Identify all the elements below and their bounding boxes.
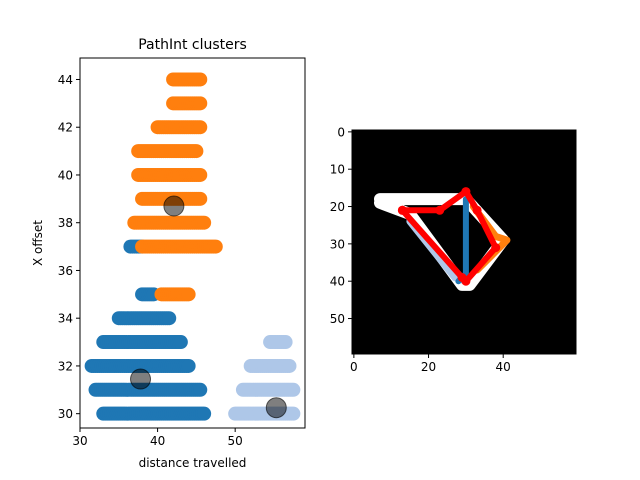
cluster-2-centroid	[265, 397, 287, 419]
left-x-tick-label: 30	[72, 434, 87, 448]
left-y-tick-label: 44	[58, 73, 73, 87]
right-x-tick-label: 20	[421, 360, 436, 374]
cluster-2-point	[286, 406, 301, 421]
overlay-vertex	[397, 205, 407, 215]
cluster-1-centroid	[163, 195, 185, 217]
cluster-2-point	[278, 335, 293, 350]
right-plot-frame	[351, 129, 577, 355]
right-y-tick-label: 10	[330, 163, 345, 177]
left-y-tick-label: 34	[58, 312, 73, 326]
cluster-1-point	[197, 215, 212, 230]
cluster-1-point	[193, 120, 208, 135]
cluster-0-point	[162, 311, 177, 326]
right-x-tick-label: 40	[496, 360, 511, 374]
overlay-vertex	[472, 205, 482, 215]
left-y-axis-label: X offset	[31, 220, 45, 266]
left-y-tick-label: 42	[58, 121, 73, 135]
left-y-tick-label: 36	[58, 264, 73, 278]
left-y-tick-label: 30	[58, 407, 73, 421]
cluster-1-point	[193, 191, 208, 206]
left-y-tick-label: 38	[58, 216, 73, 230]
cluster-1-point	[181, 287, 196, 302]
right-y-tick-label: 50	[330, 312, 345, 326]
right-y-tick-label: 40	[330, 275, 345, 289]
cluster-2-point	[286, 382, 301, 397]
cluster-0-point	[181, 358, 196, 373]
overlay-vertex	[457, 273, 467, 282]
left-x-tick-label: 40	[150, 434, 165, 448]
cluster-scatter-chart: 30 40 50 30 32 34 36 38 40 42 44 PathInt clusters…	[31, 37, 306, 470]
right-y-tick-label: 0	[337, 125, 345, 139]
image-overlay-chart: 0 20 40 0 10 20 30 40 50	[330, 125, 577, 374]
cluster-0-point	[197, 406, 212, 421]
right-x-tick-label: 0	[350, 360, 358, 374]
cluster-1-point	[208, 239, 223, 254]
cluster-1-point	[193, 167, 208, 182]
right-y-tick-label: 20	[330, 200, 345, 214]
right-y-tick-label: 30	[330, 237, 345, 251]
cluster-0-centroid	[130, 368, 152, 390]
cluster-1-point	[193, 96, 208, 111]
overlay-vertex	[461, 187, 471, 197]
cluster-1-point	[189, 144, 204, 159]
left-plot-frame	[79, 57, 306, 429]
overlay-vertex	[491, 243, 501, 253]
cluster-2-point	[282, 358, 297, 373]
left-x-axis-label: distance travelled	[139, 456, 247, 470]
left-x-tick-label: 50	[228, 434, 243, 448]
left-y-tick-label: 40	[58, 168, 73, 182]
cluster-0-point	[173, 335, 188, 350]
left-chart-title: PathInt clusters	[138, 37, 247, 53]
cluster-1-point	[193, 72, 208, 87]
cluster-0-point	[193, 382, 208, 397]
left-y-tick-label: 32	[58, 359, 73, 373]
overlay-vertex	[435, 205, 445, 215]
